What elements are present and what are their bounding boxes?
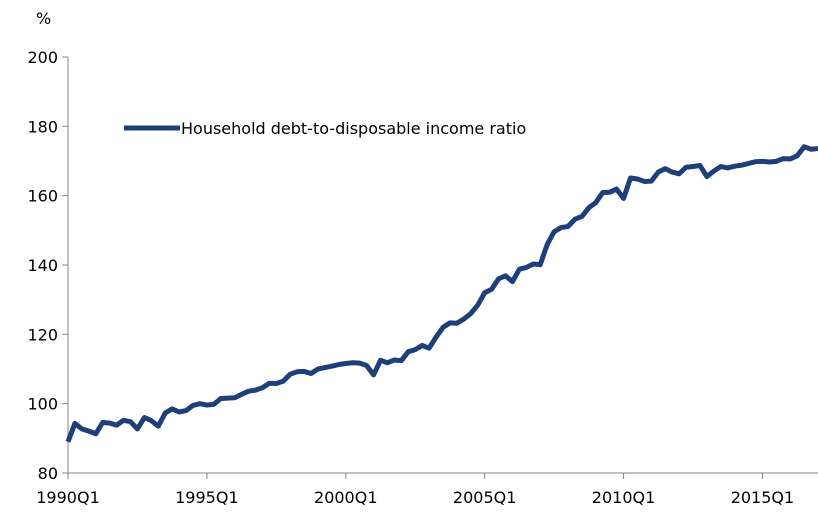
x-tick-label: 2000Q1 — [314, 488, 378, 507]
y-tick-label: 140 — [27, 256, 58, 275]
legend: Household debt-to-disposable income rati… — [124, 119, 526, 138]
series-group — [65, 144, 818, 443]
y-tick-label: 200 — [27, 48, 58, 67]
y-tick-label: 100 — [27, 395, 58, 414]
x-tick-label: 1990Q1 — [36, 488, 100, 507]
x-tick-label: 1995Q1 — [175, 488, 239, 507]
x-tick-label: 2015Q1 — [731, 488, 795, 507]
series-line — [65, 144, 818, 443]
legend-label: Household debt-to-disposable income rati… — [181, 119, 526, 138]
y-tick-label: 160 — [27, 187, 58, 206]
x-axis: 1990Q1 1995Q1 2000Q1 2005Q1 2010Q1 2015Q1 — [36, 472, 818, 507]
y-tick-label: 80 — [38, 464, 58, 483]
y-tick-label: 180 — [27, 117, 58, 136]
y-axis: 80 100 120 140 160 180 200 — [27, 48, 69, 483]
y-axis-unit-label: % — [36, 9, 51, 28]
x-tick-label: 2005Q1 — [453, 488, 517, 507]
x-tick-label: 2010Q1 — [592, 488, 656, 507]
y-tick-label: 120 — [27, 325, 58, 344]
